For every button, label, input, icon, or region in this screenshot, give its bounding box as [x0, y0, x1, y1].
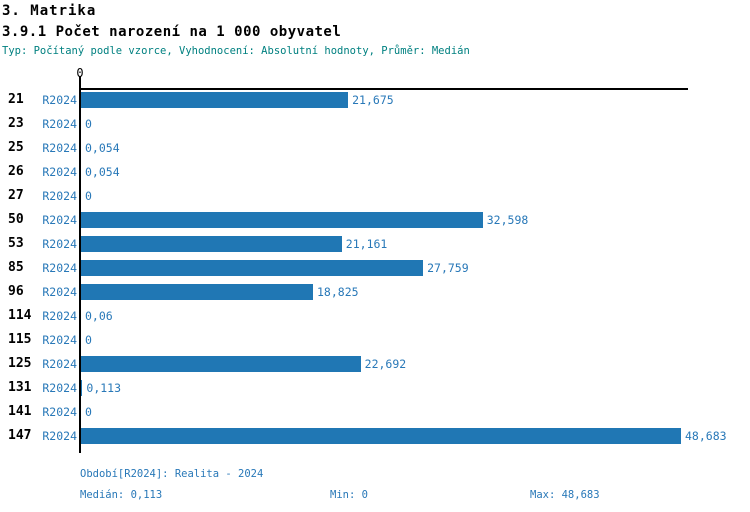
row-series-label: R2024: [42, 333, 77, 347]
row-category-label: 50: [8, 212, 24, 227]
bar: [81, 356, 361, 372]
row-series-label: R2024: [42, 309, 77, 323]
row-series-label: R2024: [42, 405, 77, 419]
row-series-label: R2024: [42, 213, 77, 227]
bar-value-label: 0: [85, 117, 92, 131]
bar-value-label: 22,692: [364, 357, 407, 371]
row-category-label: 131: [8, 380, 32, 395]
chart-row: 125 R2024 22,692: [0, 356, 750, 372]
row-category-label: 114: [8, 308, 32, 323]
chart-row: 53 R2024 21,161: [0, 236, 750, 252]
chart-row: 115 R2024 0: [0, 332, 750, 348]
bar-value-label: 27,759: [427, 261, 469, 275]
bar-value-label: 48,683: [685, 429, 727, 443]
row-category-label: 141: [8, 404, 32, 419]
page-title: 3. Matrika: [2, 3, 97, 19]
chart-row: 27 R2024 0: [0, 188, 750, 204]
bar: [81, 380, 83, 396]
chart-row: 147 R2024 48,683: [0, 428, 750, 444]
row-category-label: 115: [8, 332, 32, 347]
bar-value-label: 32,598: [486, 213, 529, 227]
bar: [81, 236, 342, 252]
row-category-label: 125: [8, 356, 32, 371]
chart-meta-line: Typ: Počítaný podle vzorce, Vyhodnocení:…: [2, 45, 470, 57]
chart-row: 50 R2024 32,598: [0, 212, 750, 228]
row-series-label: R2024: [42, 141, 77, 155]
bar: [81, 428, 681, 444]
row-category-label: 147: [8, 428, 32, 443]
bar-value-label: 21,675: [352, 93, 394, 107]
row-series-label: R2024: [42, 117, 77, 131]
bar-value-label: 0: [85, 405, 92, 419]
x-axis-zero-tick-label: 0: [76, 66, 84, 80]
bar-value-label: 0,113: [86, 381, 122, 395]
bar-value-label: 0: [85, 333, 92, 347]
bar-value-label: 0: [85, 189, 92, 203]
row-category-label: 96: [8, 284, 24, 299]
footer-max-label: Max: 48,683: [530, 489, 600, 501]
bar-value-label: 0,06: [85, 309, 113, 323]
footer-median-label: Medián: 0,113: [80, 489, 163, 501]
chart-row: 26 R2024 0,054: [0, 164, 750, 180]
row-category-label: 53: [8, 236, 24, 251]
chart-row: 85 R2024 27,759: [0, 260, 750, 276]
chart-row: 23 R2024 0: [0, 116, 750, 132]
chart-row: 25 R2024 0,054: [0, 140, 750, 156]
chart-row: 141 R2024 0: [0, 404, 750, 420]
bar-value-label: 0,054: [85, 165, 120, 179]
chart-row: 131 R2024 0,113: [0, 380, 750, 396]
bar-value-label: 18,825: [317, 285, 359, 299]
bar: [81, 260, 424, 276]
footer-min-label: Min: 0: [330, 489, 368, 501]
chart-row: 21 R2024 21,675: [0, 92, 750, 108]
row-series-label: R2024: [42, 261, 77, 275]
row-category-label: 23: [8, 116, 24, 131]
y-axis-line: [79, 76, 81, 453]
row-series-label: R2024: [42, 93, 77, 107]
chart-title: 3.9.1 Počet narození na 1 000 obyvatel: [2, 24, 342, 40]
bar-value-label: 0,054: [85, 141, 120, 155]
row-series-label: R2024: [42, 381, 77, 395]
row-category-label: 85: [8, 260, 24, 275]
row-category-label: 26: [8, 164, 24, 179]
bar-value-label: 21,161: [345, 237, 388, 251]
chart-row: 96 R2024 18,825: [0, 284, 750, 300]
bar: [81, 284, 313, 300]
row-category-label: 25: [8, 140, 24, 155]
bar: [81, 92, 349, 108]
x-axis-top-line: [80, 88, 688, 90]
bar: [81, 212, 483, 228]
row-series-label: R2024: [42, 429, 77, 443]
row-series-label: R2024: [42, 165, 77, 179]
row-series-label: R2024: [42, 357, 77, 371]
footer-period-label: Období[R2024]: Realita - 2024: [80, 468, 264, 480]
row-series-label: R2024: [42, 285, 77, 299]
chart-row: 114 R2024 0,06: [0, 308, 750, 324]
row-category-label: 27: [8, 188, 24, 203]
row-series-label: R2024: [42, 189, 77, 203]
row-series-label: R2024: [42, 237, 77, 251]
row-category-label: 21: [8, 92, 24, 107]
